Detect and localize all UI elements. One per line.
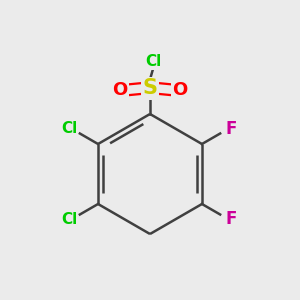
Text: Cl: Cl <box>61 122 77 136</box>
Text: Cl: Cl <box>61 212 77 226</box>
Text: F: F <box>225 210 237 228</box>
Text: O: O <box>112 81 128 99</box>
Text: S: S <box>142 79 158 98</box>
Text: O: O <box>172 81 188 99</box>
Text: F: F <box>225 120 237 138</box>
Text: Cl: Cl <box>145 54 161 69</box>
